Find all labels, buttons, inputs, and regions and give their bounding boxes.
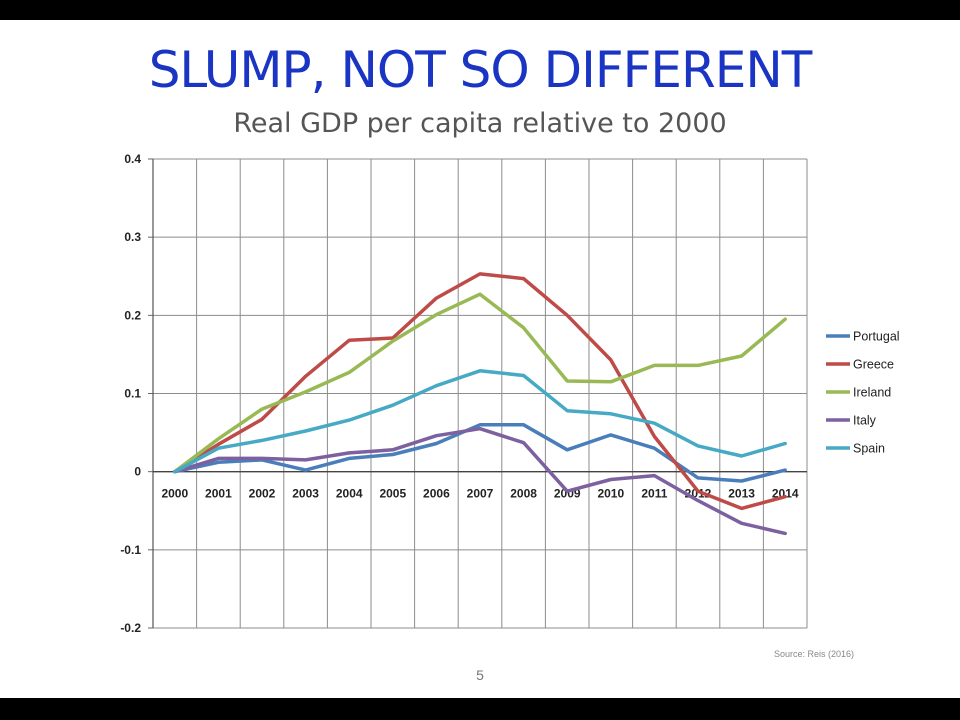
x-tick-label: 2003 <box>292 487 319 501</box>
x-tick-label: 2011 <box>641 487 667 501</box>
chart-axes: 0.4 0.3 0.2 0.1 0 -0.1 -0.2 2000 2001 2002 2003 200… <box>120 152 807 635</box>
x-tick-label: 2007 <box>467 487 494 501</box>
y-tick-label: 0.3 <box>124 230 141 244</box>
slide: SLUMP, NOT SO DIFFERENT Real GDP per cap… <box>0 20 960 698</box>
legend-label-ireland: Ireland <box>853 386 891 400</box>
y-tick-label: 0.2 <box>124 308 141 322</box>
chart-series <box>173 272 787 536</box>
x-tick-label: 2001 <box>205 487 232 501</box>
slide-subtitle: Real GDP per capita relative to 2000 <box>233 108 727 139</box>
x-tick-label: 2006 <box>423 487 450 501</box>
x-tick-label: 2002 <box>249 487 276 501</box>
line-chart: 0.4 0.3 0.2 0.1 0 -0.1 -0.2 2000 2001 2002 2003 200… <box>120 152 900 635</box>
y-tick-label: -0.2 <box>120 621 141 635</box>
legend-label-italy: Italy <box>853 414 877 428</box>
x-tick-label: 2008 <box>510 487 537 501</box>
page-number: 5 <box>476 667 484 683</box>
series-line-spain <box>173 369 787 474</box>
legend-label-spain: Spain <box>853 442 885 456</box>
x-tick-label: 2000 <box>161 487 188 501</box>
x-tick-label: 2010 <box>597 487 624 501</box>
series-line-portugal <box>173 423 787 483</box>
slide-title: SLUMP, NOT SO DIFFERENT <box>148 41 813 99</box>
chart-legend: Portugal Greece Ireland Italy Spain <box>826 330 900 456</box>
x-tick-label: 2004 <box>336 487 363 501</box>
source-note: Source: Reis (2016) <box>774 649 855 659</box>
legend-label-greece: Greece <box>853 358 894 372</box>
legend-label-portugal: Portugal <box>853 330 900 344</box>
chart-grid <box>152 158 808 629</box>
x-tick-label: 2005 <box>379 487 406 501</box>
y-tick-label: 0.4 <box>124 152 141 166</box>
series-line-ireland <box>173 292 787 474</box>
y-tick-label: 0 <box>134 465 141 479</box>
y-tick-label: -0.1 <box>120 543 141 557</box>
y-tick-label: 0.1 <box>124 387 141 401</box>
series-line-italy <box>173 426 787 536</box>
x-tick-label: 2013 <box>728 487 755 501</box>
